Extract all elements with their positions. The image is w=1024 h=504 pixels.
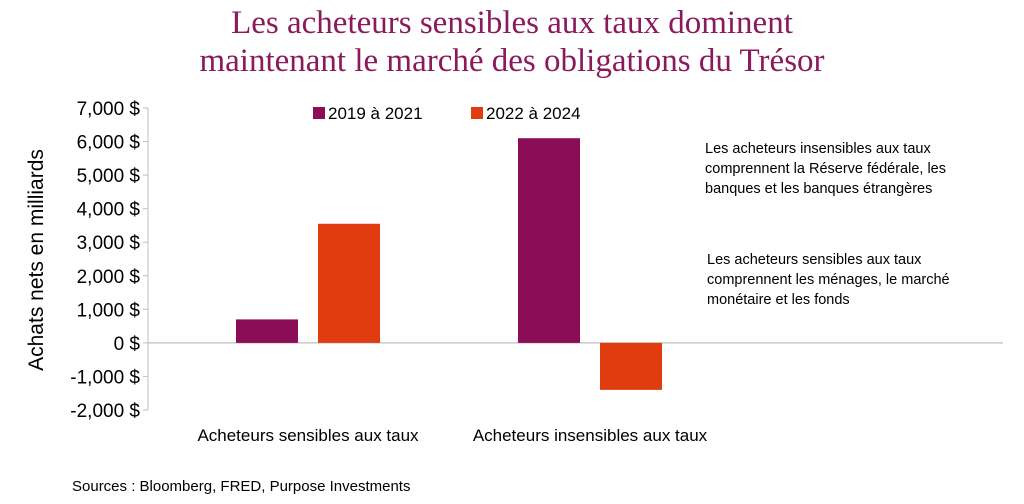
y-tick-label: 6,000 $ <box>77 133 141 154</box>
sources-text: Sources : Bloomberg, FRED, Purpose Inves… <box>72 478 411 495</box>
note-insensitive-buyers: Les acheteurs insensibles aux taux compr… <box>705 141 946 197</box>
y-tick-label: -2,000 $ <box>70 401 140 422</box>
bar-1-2 <box>518 138 580 343</box>
y-tick-label: 1,000 $ <box>77 300 141 321</box>
y-tick-label: 2,000 $ <box>77 267 141 288</box>
chart-title: Les acheteurs sensibles aux taux dominen… <box>0 4 1024 80</box>
chart-title-line-2: maintenant le marché des obligations du … <box>199 43 825 79</box>
legend-swatch-1 <box>313 107 325 119</box>
y-axis-label: Achats nets en milliards <box>25 149 48 371</box>
chart-title-line-1: Les acheteurs sensibles aux taux dominen… <box>231 5 793 41</box>
y-tick-label: 4,000 $ <box>77 200 141 221</box>
legend-swatch-2 <box>471 107 483 119</box>
bar-1-1 <box>236 319 298 343</box>
legend-label-2: 2022 à 2024 <box>486 104 581 123</box>
y-tick-label: 3,000 $ <box>77 233 141 254</box>
bar-2-2 <box>600 342 662 390</box>
y-tick-label: 7,000 $ <box>77 99 141 120</box>
x-category-label: Acheteurs insensibles aux taux <box>473 426 708 445</box>
legend-label-1: 2019 à 2021 <box>328 104 423 123</box>
y-tick-label: 5,000 $ <box>77 166 141 187</box>
y-tick-label: -1,000 $ <box>70 367 140 388</box>
x-category-label: Acheteurs sensibles aux taux <box>197 426 419 445</box>
y-tick-label: 0 $ <box>114 334 141 355</box>
note-sensitive-buyers: Les acheteurs sensibles aux taux compren… <box>707 252 950 308</box>
bar-2-1 <box>318 223 380 343</box>
